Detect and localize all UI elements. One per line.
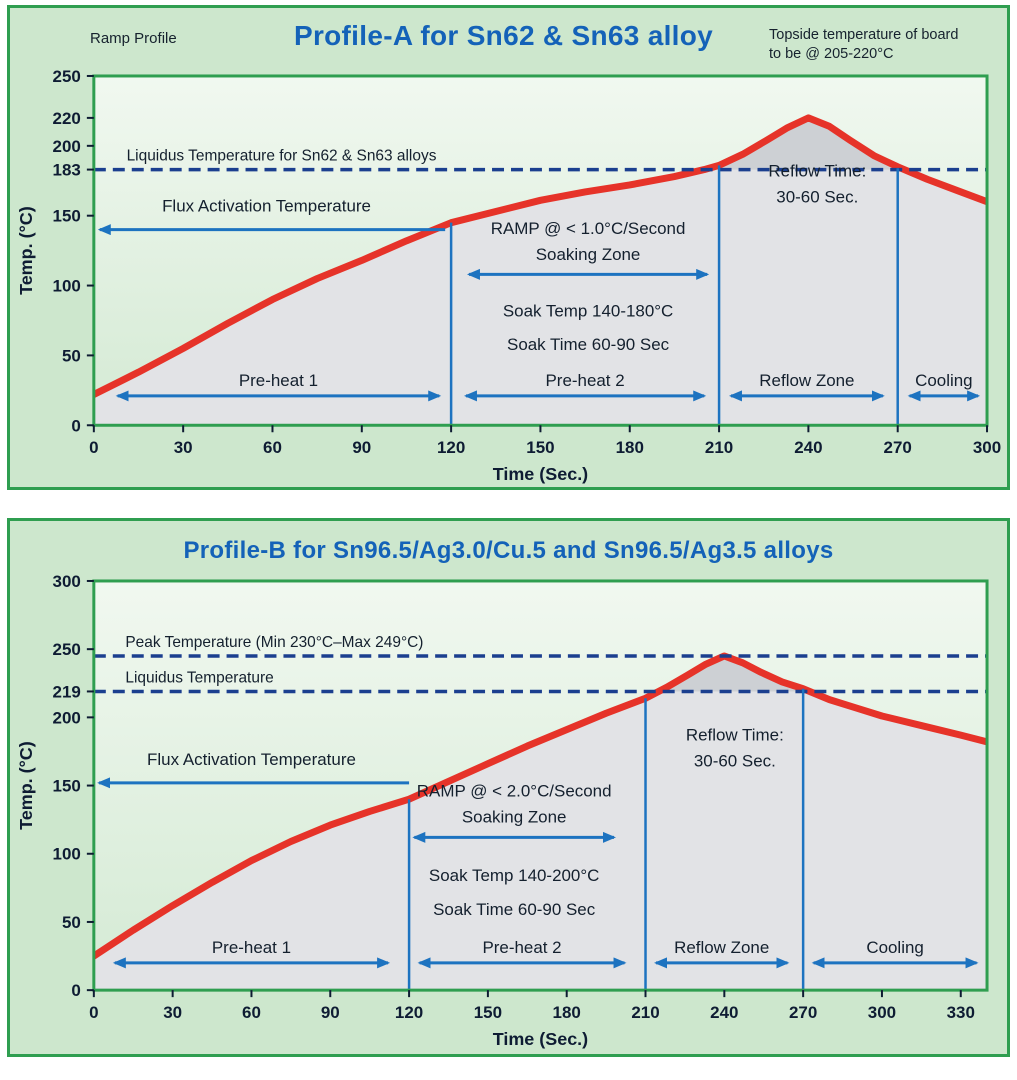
svg-text:Soak Temp 140-180°C: Soak Temp 140-180°C [503,301,673,320]
svg-text:Soaking Zone: Soaking Zone [462,807,567,826]
svg-text:30: 30 [174,438,193,457]
svg-text:Liquidus Temperature: Liquidus Temperature [125,669,273,686]
svg-text:180: 180 [553,1003,581,1022]
svg-text:Soak Time 60-90 Sec: Soak Time 60-90 Sec [507,335,670,354]
svg-text:Time (Sec.): Time (Sec.) [493,1029,588,1049]
svg-text:Reflow Zone: Reflow Zone [759,371,854,390]
svg-text:0: 0 [71,981,80,1000]
svg-text:Flux Activation Temperature: Flux Activation Temperature [162,196,371,215]
svg-text:Reflow Time:: Reflow Time: [686,725,784,744]
profile-a-panel: Ramp Profile Profile-A for Sn62 & Sn63 a… [7,5,1010,490]
svg-text:300: 300 [973,438,1001,457]
svg-text:150: 150 [53,776,81,795]
svg-text:Pre-heat 1: Pre-heat 1 [212,938,291,957]
svg-text:120: 120 [395,1003,423,1022]
svg-text:0: 0 [89,1003,98,1022]
profile-a-chart: Liquidus Temperature for Sn62 & Sn63 all… [16,67,1001,484]
svg-text:150: 150 [526,438,554,457]
svg-text:Temp. (°C): Temp. (°C) [16,741,36,830]
svg-text:30: 30 [163,1003,182,1022]
profile-b-title: Profile-B for Sn96.5/Ag3.0/Cu.5 and Sn96… [183,536,834,564]
topside-note-line-2: to be @ 205-220°C [769,45,894,62]
svg-text:60: 60 [242,1003,261,1022]
ramp-profile-label: Ramp Profile [90,30,177,47]
profile-a-title: Profile-A for Sn62 & Sn63 alloy [293,20,714,51]
svg-text:90: 90 [321,1003,340,1022]
svg-text:Temp. (°C): Temp. (°C) [16,206,36,295]
svg-text:RAMP @ < 1.0°C/Second: RAMP @ < 1.0°C/Second [491,219,686,238]
svg-text:270: 270 [789,1003,817,1022]
svg-text:50: 50 [62,913,81,932]
svg-text:Soaking Zone: Soaking Zone [536,244,641,263]
svg-text:0: 0 [89,438,98,457]
svg-text:Liquidus Temperature for Sn62: Liquidus Temperature for Sn62 & Sn63 all… [127,147,437,164]
svg-text:Peak Temperature (Min 230°C–Ma: Peak Temperature (Min 230°C–Max 249°C) [125,634,423,651]
svg-text:180: 180 [616,438,644,457]
profile-b-header: Profile-B for Sn96.5/Ag3.0/Cu.5 and Sn96… [10,521,1007,567]
svg-text:330: 330 [947,1003,975,1022]
svg-text:150: 150 [474,1003,502,1022]
svg-text:240: 240 [710,1003,738,1022]
svg-text:Cooling: Cooling [915,371,973,390]
svg-text:210: 210 [631,1003,659,1022]
svg-text:Flux Activation Temperature: Flux Activation Temperature [147,750,356,769]
svg-text:100: 100 [53,276,81,295]
svg-text:250: 250 [53,640,81,659]
svg-text:300: 300 [868,1003,896,1022]
profile-a-header: Ramp Profile Profile-A for Sn62 & Sn63 a… [10,8,1007,64]
svg-text:Reflow Zone: Reflow Zone [674,938,769,957]
svg-text:120: 120 [437,438,465,457]
svg-text:Time (Sec.): Time (Sec.) [493,464,588,484]
svg-text:50: 50 [62,346,81,365]
svg-text:210: 210 [705,438,733,457]
svg-text:Pre-heat 2: Pre-heat 2 [546,371,625,390]
svg-text:Soak Temp 140-200°C: Soak Temp 140-200°C [429,866,599,885]
svg-text:250: 250 [53,67,81,86]
svg-text:150: 150 [53,206,81,225]
svg-text:0: 0 [71,416,80,435]
svg-text:219: 219 [53,682,81,701]
svg-text:200: 200 [53,708,81,727]
svg-text:200: 200 [53,137,81,156]
svg-text:100: 100 [53,845,81,864]
topside-temperature-note: Topside temperature of board to be @ 205… [769,18,997,64]
profile-b-panel: Profile-B for Sn96.5/Ag3.0/Cu.5 and Sn96… [7,517,1010,1057]
svg-text:30-60 Sec.: 30-60 Sec. [776,187,858,206]
svg-text:270: 270 [884,438,912,457]
svg-text:183: 183 [53,160,81,179]
svg-text:30-60 Sec.: 30-60 Sec. [694,751,776,770]
svg-text:90: 90 [352,438,371,457]
topside-note-line-1: Topside temperature of board [769,27,959,43]
svg-text:RAMP @ < 2.0°C/Second: RAMP @ < 2.0°C/Second [417,781,612,800]
svg-text:Soak Time 60-90 Sec: Soak Time 60-90 Sec [433,900,596,919]
svg-text:60: 60 [263,438,282,457]
svg-text:240: 240 [794,438,822,457]
svg-text:Pre-heat 2: Pre-heat 2 [482,938,561,957]
svg-text:220: 220 [53,109,81,128]
svg-text:Reflow Time:: Reflow Time: [768,161,866,180]
profile-b-chart: Peak Temperature (Min 230°C–Max 249°C) Li… [16,572,989,1049]
svg-text:300: 300 [53,572,81,591]
svg-text:Cooling: Cooling [866,938,924,957]
svg-text:Pre-heat 1: Pre-heat 1 [239,371,318,390]
